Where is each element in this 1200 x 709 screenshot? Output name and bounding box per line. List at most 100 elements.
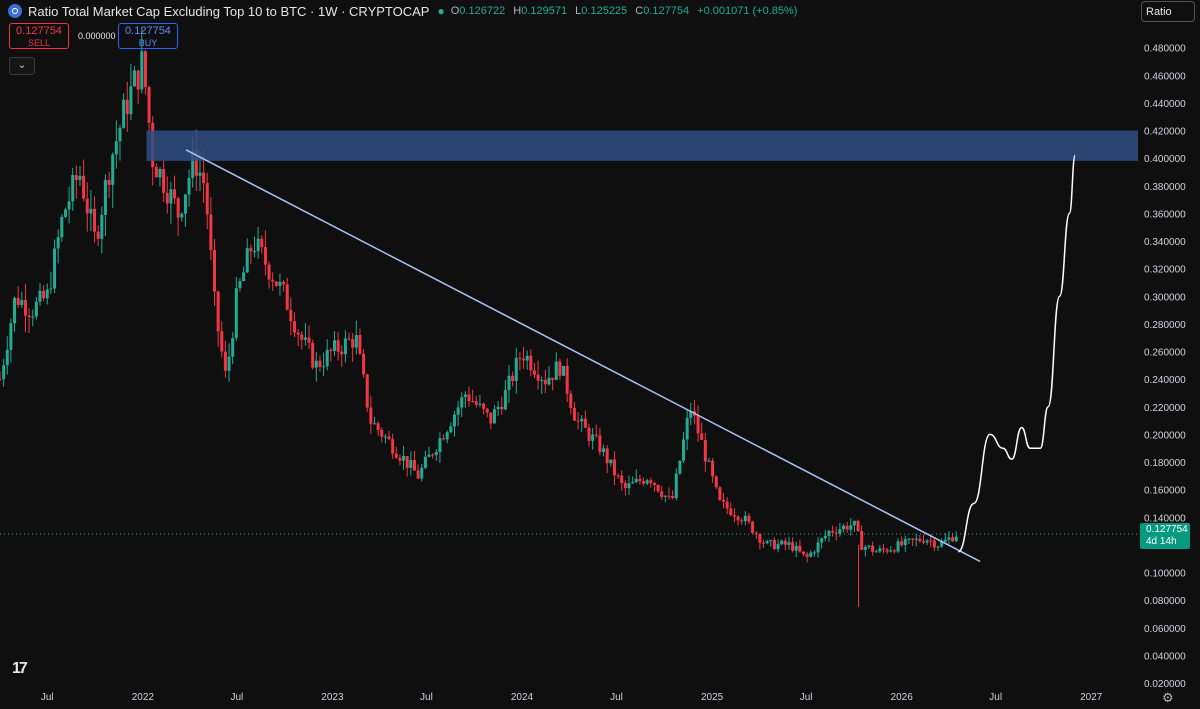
candle-body (107, 180, 111, 185)
candle-body (9, 323, 13, 350)
ohlc-close-value: 0.127754 (643, 5, 690, 17)
candle-body (831, 530, 835, 533)
y-tick-label: 0.240000 (1144, 375, 1186, 386)
candle-body (438, 438, 442, 453)
candle-body (758, 534, 762, 543)
candle-body (492, 409, 496, 424)
candle-body (682, 439, 686, 461)
chart-header: Ratio Total Market Cap Excluding Top 10 … (0, 0, 802, 22)
candle-body (412, 459, 416, 471)
candle-body (932, 540, 936, 548)
x-tick-label: 2022 (132, 692, 155, 703)
candle-body (685, 417, 689, 440)
candle-body (660, 491, 664, 497)
candle-body (649, 480, 653, 483)
candle-body (103, 180, 107, 215)
candle-body (303, 337, 307, 340)
candle-body (856, 520, 860, 532)
y-tick-label: 0.420000 (1144, 127, 1186, 138)
candle-body (602, 448, 606, 453)
chevron-down-icon[interactable]: ⌄ (9, 57, 35, 75)
candle-body (263, 247, 267, 265)
candle-body (612, 459, 616, 476)
candle-body (449, 426, 453, 433)
tradingview-logo-icon[interactable]: 17 (12, 660, 28, 677)
candle-body (634, 478, 638, 483)
candle-body (631, 482, 635, 484)
candle-body (336, 340, 340, 352)
candle-body (89, 208, 93, 214)
candle-body (714, 476, 718, 488)
candle-body (500, 406, 504, 410)
candle-body (816, 542, 820, 553)
candle-body (722, 500, 726, 502)
scale-mode-button[interactable]: Ratio (1141, 1, 1195, 22)
candle-body (358, 335, 362, 354)
candle-body (605, 448, 609, 464)
candle-body (616, 475, 620, 477)
candle-body (300, 334, 304, 340)
candle-body (354, 335, 358, 348)
candle-body (736, 516, 740, 521)
candle-body (416, 470, 420, 479)
y-tick-label: 0.160000 (1144, 486, 1186, 497)
candle-body (765, 541, 769, 544)
candle-body (442, 438, 446, 440)
y-tick-label: 0.200000 (1144, 430, 1186, 441)
candle-body (140, 51, 144, 90)
candle-body (267, 264, 271, 280)
candle-body (838, 529, 842, 534)
candle-body (85, 198, 89, 214)
symbol-icon[interactable] (8, 4, 22, 18)
candle-body (954, 536, 958, 542)
settings-icon[interactable]: ⚙ (1162, 690, 1174, 705)
candle-body (583, 418, 587, 428)
candle-body (191, 150, 195, 178)
candle-body (460, 397, 464, 408)
candle-body (889, 550, 893, 552)
candle-body (202, 172, 206, 184)
candle-body (394, 453, 398, 458)
candle-body (329, 349, 333, 352)
candle-body (391, 439, 395, 454)
sell-button[interactable]: 0.127754 SELL (9, 23, 69, 49)
y-tick-label: 0.280000 (1144, 320, 1186, 331)
candle-body (296, 332, 300, 335)
candle-body (522, 358, 526, 361)
candle-body (227, 356, 231, 371)
x-tick-label: 2026 (891, 692, 914, 703)
candle-body (652, 482, 656, 485)
x-tick-label: 2023 (321, 692, 344, 703)
candle-body (456, 407, 460, 415)
last-price-value: 0.127754 (1146, 524, 1188, 535)
candle-body (572, 408, 576, 421)
candle-body (387, 436, 391, 440)
candle-body (845, 525, 849, 530)
candle-body (209, 214, 213, 250)
candle-body (463, 394, 467, 398)
candle-body (947, 537, 951, 540)
symbol-title[interactable]: Ratio Total Market Cap Excluding Top 10 … (28, 3, 430, 19)
buy-button[interactable]: 0.127754 BUY (118, 23, 178, 49)
candle-body (820, 538, 824, 543)
candle-body (289, 309, 293, 322)
resistance-zone (146, 130, 1139, 161)
candle-body (540, 379, 544, 381)
candle-body (423, 456, 427, 468)
x-tick-label: Jul (230, 692, 243, 703)
candle-body (696, 415, 700, 434)
candle-body (478, 403, 482, 405)
candle-body (253, 251, 257, 253)
candle-body (38, 290, 42, 302)
y-tick-label: 0.440000 (1144, 99, 1186, 110)
candle-body (951, 537, 955, 542)
candle-body (216, 291, 220, 332)
candle-body (769, 540, 773, 542)
x-tick-label: 2025 (701, 692, 724, 703)
candle-body (347, 338, 351, 340)
candle-body (565, 365, 569, 394)
y-tick-label: 0.080000 (1144, 596, 1186, 607)
candle-body (420, 467, 424, 479)
candle-body (881, 548, 885, 550)
